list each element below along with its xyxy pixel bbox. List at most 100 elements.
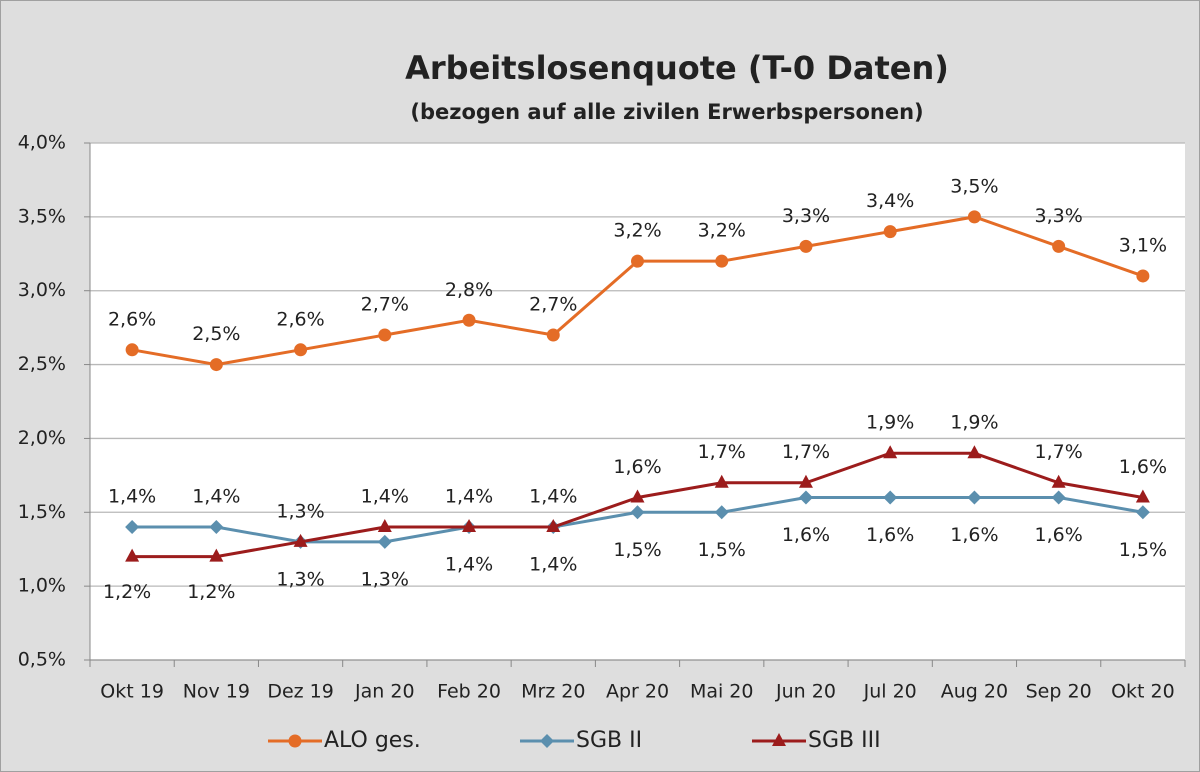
data-label: 2,5% [192,323,240,345]
point [715,254,729,268]
point [714,474,729,488]
x-tick-label: Mrz 20 [521,681,585,703]
data-label: 1,7% [782,441,830,463]
data-label: 1,6% [1035,524,1083,546]
y-tick-label: 3,5% [18,205,66,227]
data-label: 1,6% [1119,456,1167,478]
data-label: 1,6% [782,524,830,546]
point [714,505,729,520]
x-tick-label: Mai 20 [690,681,754,703]
point [377,534,392,549]
data-label: 3,2% [698,220,746,242]
data-label: 1,4% [192,486,240,508]
data-label: 3,3% [1035,205,1083,227]
x-tick-label: Feb 20 [437,681,501,703]
y-tick-label: 3,0% [18,279,66,301]
chart-subtitle: (bezogen auf alle zivilen Erwerbspersone… [410,100,923,124]
point [799,239,813,253]
data-label: 2,8% [445,279,493,301]
y-tick-label: 2,0% [18,427,66,449]
point [288,734,302,748]
point [1051,474,1066,488]
data-label: 1,5% [1119,539,1167,561]
data-label: 1,5% [613,539,661,561]
point [1135,489,1150,503]
data-label: 1,6% [866,524,914,546]
point [630,505,645,520]
data-label: 1,3% [276,500,324,522]
point [883,225,897,239]
data-label: 1,4% [445,486,493,508]
point [378,328,392,342]
data-label: 1,4% [529,554,577,576]
point [630,489,645,503]
data-label: 1,7% [698,441,746,463]
x-tick-label: Okt 20 [1111,681,1175,703]
point [1135,505,1150,520]
data-label: 1,6% [950,524,998,546]
legend-label: SGB III [808,728,881,753]
data-label: 1,9% [866,412,914,434]
x-tick-label: Sep 20 [1026,681,1092,703]
point [967,445,982,459]
point [967,490,982,505]
x-tick-label: Jan 20 [354,681,415,703]
y-tick-label: 1,5% [18,501,66,523]
data-label: 1,4% [445,554,493,576]
y-tick-label: 1,0% [18,575,66,597]
legend-label: SGB II [576,728,642,753]
point [883,445,898,459]
x-tick-label: Nov 19 [183,681,250,703]
y-tick-label: 4,0% [18,132,66,154]
point [967,210,981,224]
data-label: 1,2% [103,581,151,603]
data-label: 1,5% [698,539,746,561]
data-label: 1,7% [1035,441,1083,463]
plot-area [90,143,1185,660]
x-tick-label: Jun 20 [775,681,836,703]
point [540,734,554,748]
point [294,343,308,357]
data-label: 1,4% [108,486,156,508]
data-label: 2,6% [276,308,324,330]
point [546,519,561,533]
data-label: 1,6% [613,456,661,478]
y-tick-label: 2,5% [18,353,66,375]
data-label: 3,2% [613,220,661,242]
point [1051,490,1066,505]
point [1136,269,1150,283]
data-label: 3,3% [782,205,830,227]
x-tick-label: Apr 20 [606,681,669,703]
x-tick-label: Jul 20 [863,681,917,703]
point [546,328,560,342]
x-tick-label: Aug 20 [941,681,1008,703]
x-tick-label: Okt 19 [100,681,164,703]
point [772,733,786,746]
data-label: 1,4% [361,486,409,508]
data-label: 1,4% [529,486,577,508]
point [798,474,813,488]
data-label: 3,1% [1119,234,1167,256]
point [125,520,140,535]
y-tick-label: 0,5% [18,649,66,671]
point [798,490,813,505]
data-label: 2,7% [361,294,409,316]
point [462,519,477,533]
point [631,254,644,268]
point [125,548,140,562]
data-label: 1,3% [361,568,409,590]
point [883,490,898,505]
point [1052,239,1066,253]
chart-title: Arbeitslosenquote (T-0 Daten) [405,49,949,87]
data-label: 1,3% [276,568,324,590]
data-label: 1,2% [187,581,235,603]
point [377,519,392,533]
point [209,358,223,372]
data-label: 3,4% [866,190,914,212]
x-tick-label: Dez 19 [267,681,334,703]
legend-label: ALO ges. [324,728,421,753]
data-label: 1,9% [950,412,998,434]
data-label: 3,5% [950,175,998,197]
point [125,343,139,357]
